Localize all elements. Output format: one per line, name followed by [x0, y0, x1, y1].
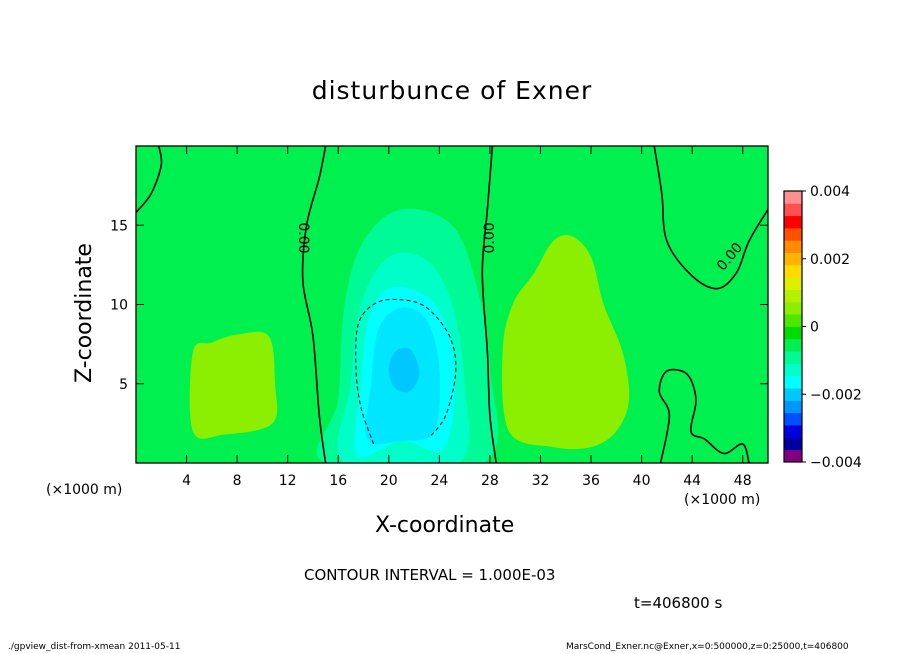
x-tick-label-8: 36 [582, 473, 600, 489]
x-tick-label-1: 8 [233, 473, 242, 489]
colorbar-label-0: 0.004 [810, 184, 850, 200]
colorbar-swatch-10 [784, 326, 802, 340]
colorbar-label-3: −0.002 [810, 387, 862, 403]
colorbar-swatch-8 [784, 351, 802, 364]
colorbar-swatch-16 [784, 252, 802, 266]
colorbar-swatch-11 [784, 314, 802, 327]
field-region-5 [189, 331, 278, 439]
x-tick-label-5: 24 [430, 473, 448, 489]
y-tick-label-2: 15 [110, 218, 128, 234]
colorbar-swatch-21 [784, 191, 802, 204]
colorbar-swatch-0 [784, 449, 802, 463]
footer-source: MarsCond_Exner.nc@Exner,x=0:500000,z=0:2… [566, 642, 849, 652]
x-unit-right: (×1000 m) [684, 492, 761, 508]
contour-line-5 [355, 298, 457, 445]
colorbar-swatch-20 [784, 203, 802, 217]
contour-interval-label: CONTOUR INTERVAL = 1.000E-03 [304, 566, 556, 584]
contour-line-1 [301, 146, 327, 463]
x-unit-left: (×1000 m) [46, 482, 123, 498]
colorbar-swatch-15 [784, 264, 802, 278]
colorbar-swatch-2 [784, 425, 802, 438]
field-region-4 [388, 347, 420, 393]
colorbar-swatch-19 [784, 215, 802, 229]
contour-line-2 [481, 146, 497, 463]
colorbar-swatch-1 [784, 437, 802, 451]
colorbar-swatch-18 [784, 227, 802, 241]
contour-line-0 [136, 146, 163, 214]
field-region-6 [502, 235, 630, 450]
x-tick-label-10: 44 [683, 473, 701, 489]
colorbar-swatch-3 [784, 412, 802, 426]
colorbar-label-1: 0.002 [810, 252, 850, 268]
colorbar-swatch-4 [784, 400, 802, 414]
x-tick-label-3: 16 [329, 473, 347, 489]
chart-title: disturbunce of Exner [311, 76, 593, 105]
colorbar-swatch-13 [784, 289, 802, 303]
x-tick-label-4: 20 [380, 473, 398, 489]
footer-command: ./gpview_dist-from-xmean 2011-05-11 [8, 642, 181, 652]
colorbar-swatch-5 [784, 388, 802, 401]
contour-line-4 [658, 368, 750, 463]
x-tick-label-9: 40 [633, 473, 651, 489]
time-label: t=406800 s [634, 594, 723, 612]
colorbar-swatch-17 [784, 240, 802, 253]
x-axis-label: X-coordinate [375, 513, 515, 538]
contour-label-1: 0.00 [482, 222, 498, 253]
x-tick-label-0: 4 [182, 473, 191, 489]
colorbar-label-2: 0 [810, 320, 819, 336]
y-tick-label-0: 5 [119, 377, 128, 393]
x-tick-label-2: 12 [279, 473, 297, 489]
x-tick-label-6: 28 [481, 473, 499, 489]
y-tick-label-1: 10 [110, 298, 128, 314]
contour-line-3 [653, 146, 768, 290]
colorbar-swatch-7 [784, 363, 802, 377]
colorbar-swatch-14 [784, 277, 802, 290]
x-tick-label-7: 32 [532, 473, 550, 489]
colorbar-swatch-9 [784, 338, 802, 352]
y-axis-label: Z-coordinate [72, 243, 97, 383]
x-tick-label-11: 48 [734, 473, 752, 489]
colorbar-swatch-12 [784, 301, 802, 315]
colorbar-label-4: −0.004 [810, 455, 862, 471]
contour-label-0: 0.00 [295, 222, 311, 253]
colorbar-swatch-6 [784, 375, 802, 389]
